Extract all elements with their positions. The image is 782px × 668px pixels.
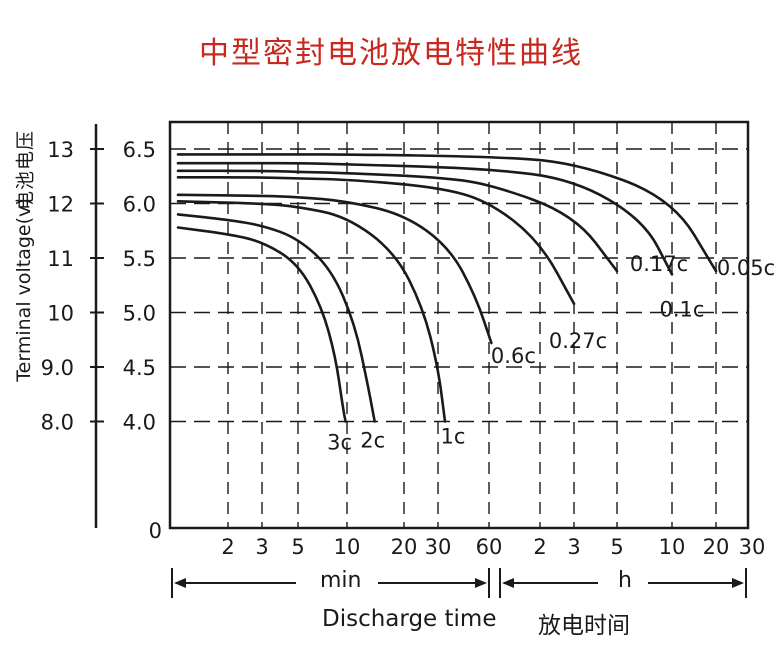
h-arrowhead-left [502,578,514,588]
min-arrowhead-right [475,578,487,588]
x-axis-label-cn: 放电时间 [538,613,630,639]
x-tick-min-1: 3 [255,535,268,559]
x-tick-min-0: 2 [221,535,234,559]
series-label-0.05c: 0.05c [717,256,775,280]
series-curve-0.05c [176,153,718,273]
series-curve-1c [176,200,447,423]
y-axis-label: Terminal voltage(v) [13,198,35,382]
x-unit-h: h [618,568,632,593]
series-label-0.17c: 0.17c [630,252,688,276]
series-curve-0.27c [176,176,576,306]
series-label-0.1c: 0.1c [660,297,705,321]
chart-title: 中型密封电池放电特性曲线 [199,36,583,71]
x-tick-min-6: 60 [476,535,503,559]
series-label-0.27c: 0.27c [549,329,607,353]
y-tick-12v-5: 8.0 [41,411,74,435]
x-tick-min-2: 5 [291,535,304,559]
tick-labels: 13 6.512 6.011 5.510 5.09.0 4.58.0 4.002 3 5 10 20… [41,138,766,559]
x-tick-h-4: 20 [703,535,730,559]
min-arrowhead-left [174,578,186,588]
series-label-0.6c: 0.6c [491,344,536,368]
y-tick-6v-3: 5.0 [123,302,156,326]
series-label-1c: 1c [441,425,466,449]
y-tick-6v-2: 5.5 [123,247,156,271]
y-tick-12v-1: 12 [47,193,74,217]
h-arrowhead-right [732,578,744,588]
x-tick-h-3: 10 [659,535,686,559]
axes-layer [94,120,750,530]
y-tick-6v-5: 4.0 [123,411,156,435]
x-tick-min-5: 30 [425,535,452,559]
series-label-3c: 3c [327,431,352,455]
y-tick-6v-0: 6.5 [123,138,156,162]
series-curve-0.6c [176,193,493,345]
x-tick-h-2: 5 [610,535,623,559]
y-tick-12v-4: 9.0 [41,356,74,380]
series-label-2c: 2c [360,429,385,453]
x-unit-min: min [320,568,362,593]
y-tick-6v-1: 6.0 [123,193,156,217]
y-tick-12v-3: 10 [47,302,74,326]
unit-arrows [171,568,747,598]
series-curve-2c [176,213,376,423]
y-tick-zero: 0 [149,519,162,543]
y-tick-6v-4: 4.5 [123,356,156,380]
y-tick-12v-0: 13 [47,138,74,162]
x-tick-min-3: 10 [334,535,361,559]
x-tick-h-0: 2 [533,535,546,559]
x-axis-label: Discharge time [322,606,497,632]
grid-layer [170,122,748,528]
series-layer: 3c 2c 1c 0.6c 0.27c 0.17c 0.1c 0.05c [176,153,775,455]
y-tick-12v-2: 11 [47,247,74,271]
x-tick-h-5: 30 [739,535,766,559]
series-curve-0.1c [176,161,674,276]
plot-frame [168,120,750,530]
series-curve-0.17c [176,169,619,273]
x-tick-h-1: 3 [567,535,580,559]
series-curve-3c [176,226,347,423]
x-tick-min-4: 20 [391,535,418,559]
